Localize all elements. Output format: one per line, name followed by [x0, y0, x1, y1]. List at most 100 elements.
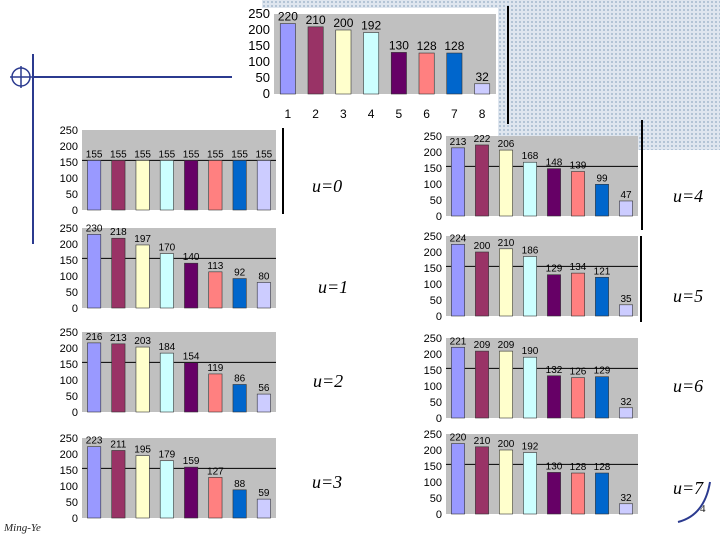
decorative-dot-pattern-top: [262, 0, 522, 8]
bar: [547, 375, 561, 419]
bar: [475, 350, 489, 419]
y-tick-label: 100: [60, 271, 78, 283]
data-label: 159: [183, 456, 200, 467]
bar: [184, 262, 199, 309]
data-label: 184: [159, 342, 176, 353]
y-tick-label: 0: [72, 407, 78, 419]
bar: [159, 352, 174, 413]
bar: [475, 144, 489, 217]
x-tick-label: 4: [368, 107, 375, 121]
bar: [208, 271, 223, 309]
decorative-vertical-line: [32, 54, 34, 244]
data-label: 170: [159, 243, 176, 254]
y-tick-label: 200: [60, 343, 78, 355]
bar: [595, 276, 609, 317]
x-tick-label: 5: [396, 107, 403, 121]
bar: [307, 26, 324, 95]
bar: [571, 272, 585, 317]
y-tick-label: 150: [60, 157, 78, 169]
bar: [595, 472, 609, 515]
data-label: 121: [594, 266, 611, 277]
y-tick-label: 50: [66, 189, 78, 201]
y-tick-label: 200: [424, 349, 442, 361]
bar: [619, 407, 633, 419]
data-label: 148: [546, 158, 563, 169]
data-label: 222: [474, 134, 491, 145]
u0-label: u=0: [312, 176, 343, 196]
data-label: 127: [207, 466, 224, 477]
bar: [547, 472, 561, 515]
bar: [184, 362, 199, 413]
bar: [111, 343, 126, 413]
bar: [451, 346, 465, 419]
y-tick-label: 100: [424, 279, 442, 291]
bar: [499, 350, 513, 419]
y-tick-label: 0: [436, 509, 442, 521]
y-tick-label: 150: [424, 163, 442, 175]
y-tick-label: 50: [66, 391, 78, 403]
data-label: 206: [498, 139, 515, 150]
plot-area: [82, 332, 276, 412]
decorative-dot-pattern: [498, 0, 720, 150]
data-label: 209: [474, 340, 491, 351]
bar: [451, 147, 465, 217]
y-tick-label: 100: [248, 54, 270, 69]
y-tick-label: 250: [248, 6, 270, 21]
y-tick-label: 200: [60, 141, 78, 153]
data-label: 197: [134, 234, 151, 245]
y-tick-label: 150: [248, 38, 270, 53]
u3-histogram-chart: 250 200 150 100 50 0 223 211 195 179 159 127 88 59: [60, 433, 276, 525]
bar: [475, 446, 489, 515]
data-label: 126: [570, 367, 587, 378]
bar: [499, 449, 513, 515]
y-tick-label: 250: [424, 231, 442, 243]
bar: [135, 346, 150, 413]
y-tick-label: 50: [430, 397, 442, 409]
bar: [547, 168, 561, 217]
data-label: 32: [620, 493, 632, 504]
y-tick-label: 0: [72, 205, 78, 217]
data-label: 210: [498, 238, 515, 249]
bar: [159, 160, 174, 211]
y-tick-label: 0: [263, 86, 270, 101]
bar: [184, 466, 199, 519]
bar: [475, 251, 489, 317]
data-label: 211: [110, 439, 126, 450]
y-tick-label: 250: [60, 125, 78, 137]
x-tick-label: 3: [340, 107, 347, 121]
y-tick-label: 100: [424, 477, 442, 489]
y-tick-label: 50: [430, 493, 442, 505]
bar: [232, 384, 247, 413]
bar: [474, 83, 491, 95]
data-label: 155: [110, 149, 127, 160]
bar: [571, 377, 585, 419]
u4-histogram-chart: 250 200 150 100 50 0 213 222 206 168 148 139 99 47: [424, 131, 638, 223]
y-tick-label: 50: [430, 295, 442, 307]
y-tick-label: 100: [60, 481, 78, 493]
data-label: 213: [110, 333, 127, 344]
y-tick-label: 150: [424, 263, 442, 275]
frame-line: [282, 128, 284, 214]
data-label: 130: [546, 461, 563, 472]
bar: [159, 460, 174, 519]
data-label: 32: [475, 70, 489, 84]
data-label: 80: [258, 271, 270, 282]
data-label: 179: [159, 450, 176, 461]
data-label: 155: [183, 149, 200, 160]
bar: [208, 160, 223, 211]
y-tick-label: 100: [424, 381, 442, 393]
bar: [451, 443, 465, 515]
data-label: 129: [594, 366, 611, 377]
bar: [279, 23, 296, 95]
bar: [595, 376, 609, 419]
data-label: 140: [183, 252, 200, 263]
author-footer: Ming-Ye: [4, 522, 41, 534]
frame-line: [507, 6, 509, 124]
plot-area: [82, 228, 276, 308]
u2-label: u=2: [313, 371, 344, 391]
y-tick-label: 100: [60, 173, 78, 185]
bar: [135, 455, 150, 519]
y-tick-label: 250: [60, 327, 78, 339]
data-label: 221: [450, 336, 467, 347]
